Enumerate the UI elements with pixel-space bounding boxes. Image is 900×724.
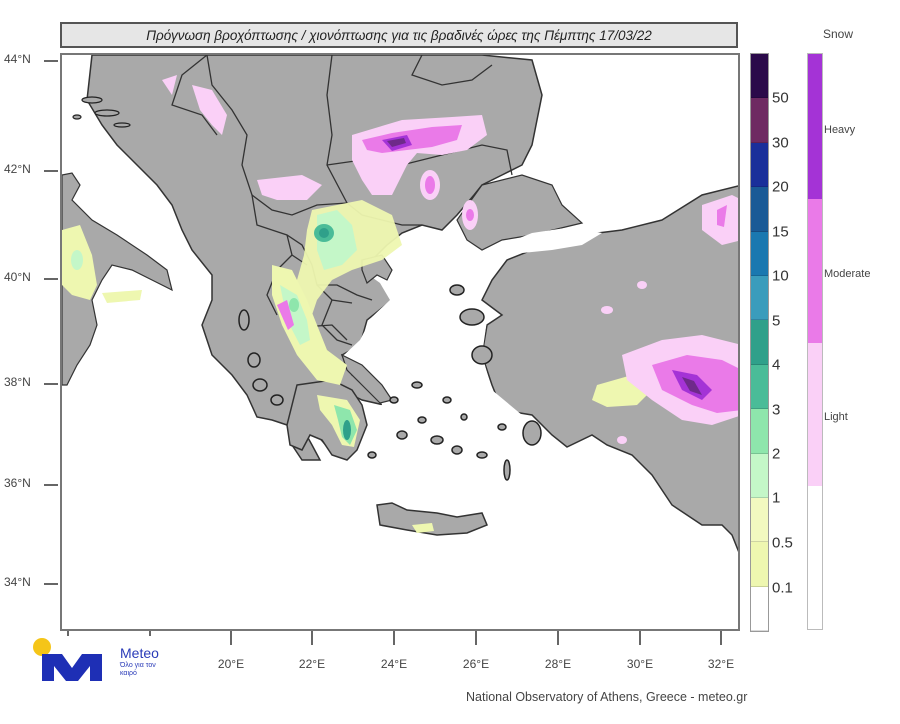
logo-name: Meteo: [120, 645, 159, 661]
snow-legend-title: Snow: [823, 27, 854, 41]
lat-tick: [44, 383, 58, 385]
credit-text: National Observatory of Athens, Greece -…: [466, 690, 748, 704]
lat-label-40n: 40°N: [4, 270, 31, 284]
lon-label-22e: 22°E: [298, 657, 326, 671]
snow-label-light: Light: [824, 411, 848, 423]
snow-level-heavy: [808, 54, 822, 199]
evia-island: [340, 353, 393, 404]
rain-label: 4: [772, 356, 781, 374]
lat-label-38n: 38°N: [4, 375, 31, 389]
snow-level-light: [808, 343, 822, 486]
lat-tick: [44, 278, 58, 280]
ionian-islands: [238, 309, 284, 406]
marmara-sea: [502, 227, 602, 253]
lon-label-28e: 28°E: [544, 657, 572, 671]
dalmatian-islands: [72, 96, 131, 128]
map-title: Πρόγνωση βροχόπτωσης / χιονόπτωσης για τ…: [60, 22, 738, 48]
rain-level-20: [751, 187, 768, 232]
logo-tagline: Όλο για τον καιρό: [120, 662, 156, 677]
rain-label: 0.1: [772, 579, 793, 597]
black-sea: [552, 55, 738, 215]
lon-label-32e: 32°E: [707, 657, 735, 671]
lat-label-42n: 42°N: [4, 162, 31, 176]
lat-label-34n: 34°N: [4, 575, 31, 589]
lon-tick: [475, 631, 477, 645]
rain-level-0-1: [751, 586, 768, 632]
aegean-islands: [367, 284, 542, 481]
italy-land: [62, 172, 173, 386]
rain-level-max: [751, 54, 768, 99]
snow-label-moderate: Moderate: [824, 268, 871, 280]
rain-label: 3: [772, 401, 781, 419]
lon-tick: [639, 631, 641, 645]
rain-label: 10: [772, 267, 789, 285]
rain-level-15: [751, 231, 768, 276]
snow-label-heavy: Heavy: [824, 124, 856, 136]
rain-level-5: [751, 320, 768, 365]
forecast-map: [60, 53, 740, 631]
rain-label: 1: [772, 489, 781, 507]
rain-level-30: [751, 142, 768, 188]
rain-level-3: [751, 409, 768, 454]
snow-areas: [162, 75, 738, 444]
rain-level-10: [751, 275, 768, 321]
lon-tick: [557, 631, 559, 645]
rain-colorbar: [750, 53, 769, 633]
lon-tick-minor: [67, 631, 69, 636]
lon-tick: [230, 631, 232, 645]
rain-label: 20: [772, 178, 789, 196]
aegean-sea: [344, 255, 532, 475]
lat-label-44n: 44°N: [4, 52, 31, 66]
lon-tick-minor: [149, 631, 151, 636]
snow-level-none: [808, 486, 822, 629]
lon-label-20e: 20°E: [217, 657, 245, 671]
rain-label: 0.5: [772, 534, 793, 552]
lat-tick: [44, 170, 58, 172]
rain-label: 50: [772, 89, 789, 107]
lon-label-26e: 26°E: [462, 657, 490, 671]
crete-island: [376, 502, 488, 536]
meteo-m-icon: [33, 638, 102, 681]
lat-label-36n: 36°N: [4, 476, 31, 490]
lat-tick: [44, 583, 58, 585]
lon-tick: [393, 631, 395, 645]
rain-label: 15: [772, 223, 789, 241]
lon-label-30e: 30°E: [626, 657, 654, 671]
rain-level-1: [751, 497, 768, 543]
lon-label-24e: 24°E: [380, 657, 408, 671]
rain-level-50: [751, 98, 768, 143]
snow-level-moderate: [808, 199, 822, 343]
lon-tick: [720, 631, 722, 645]
rain-level-0-5: [751, 542, 768, 587]
lat-tick: [44, 484, 58, 486]
rain-label: 5: [772, 312, 781, 330]
rain-label: 2: [772, 445, 781, 463]
rain-label: 30: [772, 134, 789, 152]
snow-colorbar: [807, 53, 823, 630]
turkey-land: [481, 185, 738, 553]
map-canvas: [62, 55, 738, 553]
map-title-text: Πρόγνωση βροχόπτωσης / χιονόπτωσης για τ…: [146, 27, 652, 43]
lon-tick: [311, 631, 313, 645]
meteo-logo: [32, 636, 172, 686]
rain-level-4: [751, 364, 768, 410]
lat-tick: [44, 60, 58, 62]
rain-level-2: [751, 453, 768, 498]
rain-areas: [62, 200, 652, 533]
